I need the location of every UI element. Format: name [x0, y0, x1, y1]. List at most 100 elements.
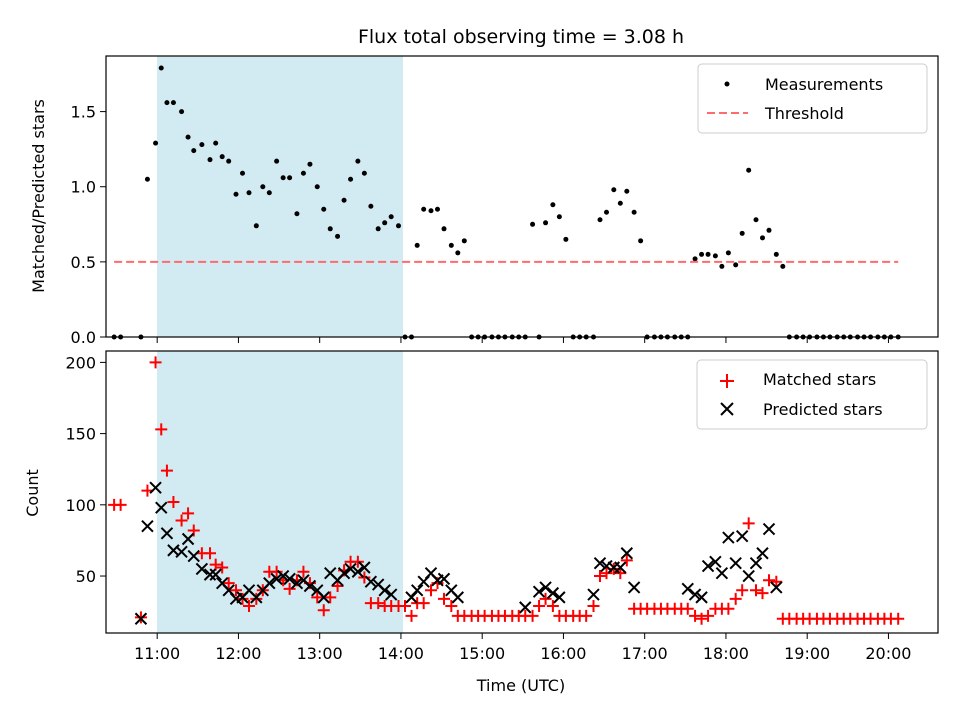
matched-star-point — [526, 609, 539, 622]
predicted-star-point — [715, 566, 729, 580]
predicted-star-point — [276, 569, 290, 583]
predicted-star-point — [290, 576, 304, 590]
measurement-point — [207, 157, 213, 163]
top-axis-ticks: 0.0 0.5 1.0 1.5 — [71, 103, 889, 347]
matched-star-point — [594, 570, 606, 583]
measurement-point — [233, 191, 239, 197]
matched-star-point — [681, 602, 694, 615]
predicted-star-point — [283, 572, 296, 586]
measurement-point — [455, 250, 461, 256]
bottom-axis-ticks: 11:00 12:00 13:00 14:00 15:00 16:00 17:00 18:00… — [65, 353, 911, 663]
matched-star-point — [283, 582, 296, 595]
measurement-point — [375, 226, 381, 232]
measurement-point — [185, 134, 191, 140]
predicted-star-point — [337, 566, 351, 580]
predicted-star-point — [553, 591, 566, 604]
measurement-point — [253, 223, 259, 229]
matched-star-point — [114, 498, 127, 511]
top-chart: 0.0 0.5 1.0 1.5 Matched/Predicted stars Mea… — [29, 55, 939, 347]
matched-star-point — [155, 423, 168, 436]
legend-measurements-label: Measurements — [765, 75, 883, 94]
legend-matched-marker — [720, 374, 734, 388]
bottom-y-tick-label: 100 — [65, 496, 96, 515]
measurement-point — [597, 217, 603, 223]
measurement-point — [266, 190, 272, 196]
predicted-star-point — [593, 557, 607, 570]
top-legend: Measurements Threshold — [697, 63, 928, 134]
measurement-point — [611, 187, 617, 193]
predicted-star-point — [620, 547, 634, 560]
predicted-star-point — [203, 568, 217, 581]
measurement-point — [341, 197, 347, 203]
measurement-point — [624, 188, 630, 194]
bottom-shaded-span — [157, 351, 403, 633]
bottom-plot-area — [108, 356, 905, 625]
matched-star-point — [250, 592, 263, 605]
predicted-star-point — [532, 585, 546, 598]
measurement-point — [144, 176, 150, 182]
matched-star-point — [324, 591, 337, 604]
measurement-point — [348, 176, 354, 182]
top-legend-box — [697, 63, 928, 134]
predicted-star-point — [405, 591, 418, 604]
matched-star-point — [580, 609, 593, 622]
predicted-star-point — [722, 531, 735, 544]
matched-star-point — [445, 599, 458, 612]
measurement-point — [699, 251, 705, 257]
top-chart-title: Flux total observing time = 3.08 h — [358, 26, 684, 48]
measurement-point — [550, 202, 556, 208]
matched-star-point — [736, 584, 749, 597]
measurement-point — [219, 154, 225, 160]
predicted-star-point — [303, 579, 317, 593]
matched-star-point — [372, 597, 385, 610]
predicted-star-point — [627, 581, 641, 594]
measurement-point — [631, 209, 637, 215]
measurement-point — [321, 206, 327, 212]
matched-star-point — [614, 567, 627, 580]
measurement-point — [441, 226, 447, 232]
legend-matched-label: Matched stars — [763, 370, 876, 389]
bottom-x-tick-label: 12:00 — [215, 644, 261, 663]
bottom-y-tick-label: 150 — [65, 425, 96, 444]
predicted-star-point — [378, 584, 391, 597]
predicted-star-point — [688, 588, 702, 601]
measurement-point — [530, 221, 536, 227]
measurement-point — [260, 184, 266, 190]
predicted-star-point — [149, 481, 162, 494]
predicted-star-point — [195, 562, 209, 576]
measurement-point — [314, 184, 320, 190]
measurement-point — [388, 214, 394, 220]
measurement-point — [725, 250, 731, 256]
matched-star-point — [539, 592, 552, 605]
bottom-chart: 11:00 12:00 13:00 14:00 15:00 16:00 17:00 18:00… — [23, 350, 939, 695]
predicted-star-point — [451, 591, 465, 604]
measurement-point — [355, 158, 361, 164]
predicted-star-point — [539, 581, 552, 594]
measurement-point — [164, 100, 170, 106]
bottom-legend: Matched stars Predicted stars — [696, 359, 928, 430]
predicted-star-point — [358, 561, 371, 574]
predicted-star-point — [263, 576, 276, 590]
matched-star-point — [167, 495, 180, 508]
matched-star-point — [216, 561, 229, 574]
measurement-point — [280, 175, 286, 181]
matched-star-point — [331, 580, 344, 592]
measurement-point — [733, 262, 739, 268]
matched-star-point — [317, 604, 330, 617]
matched-star-point — [160, 464, 173, 477]
matched-star-point — [405, 609, 418, 622]
predicted-star-point — [270, 572, 283, 586]
predicted-star-point — [735, 529, 749, 543]
matched-star-point — [204, 547, 216, 560]
measurement-point — [199, 142, 205, 148]
matched-star-point — [311, 591, 324, 604]
matched-star-point — [270, 565, 283, 578]
predicted-star-point — [175, 545, 188, 559]
measurement-point — [435, 206, 440, 212]
measurement-point — [638, 238, 644, 244]
matched-star-point — [546, 599, 559, 612]
bottom-x-tick-label: 14:00 — [378, 644, 424, 663]
matched-star-point — [742, 517, 755, 530]
predicted-star-point — [351, 565, 365, 578]
measurement-point — [170, 100, 176, 106]
